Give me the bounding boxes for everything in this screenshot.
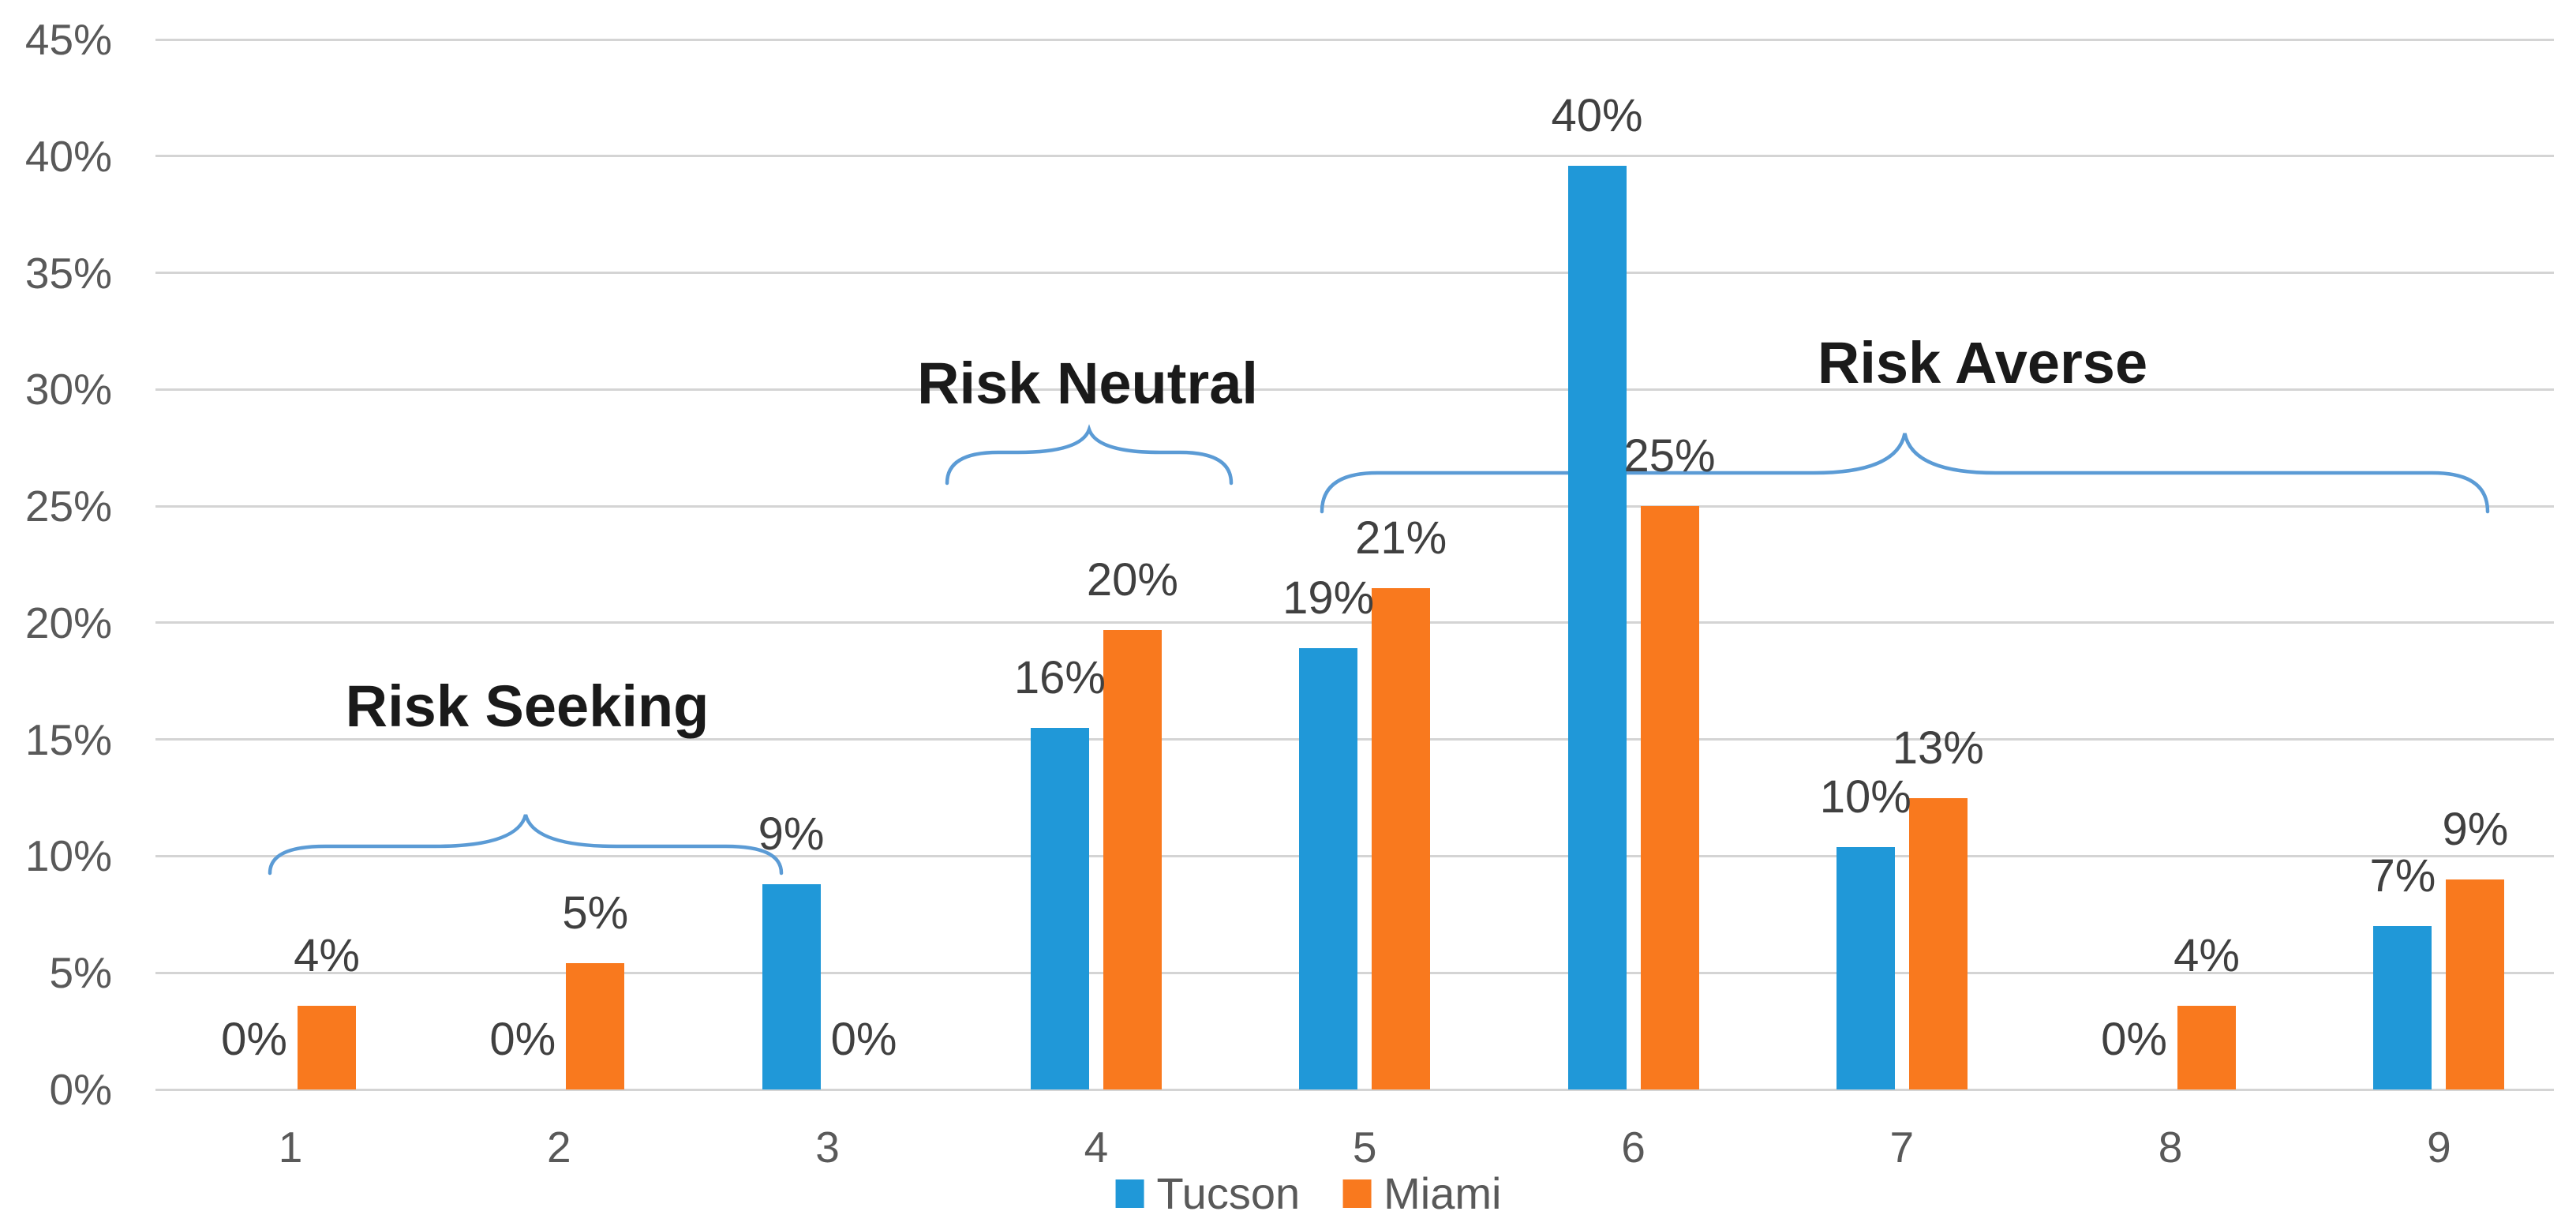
annotation-text: Risk Seeking <box>345 673 710 739</box>
gridline <box>155 272 2554 275</box>
data-label: 25% <box>1623 430 1716 482</box>
gridline <box>155 38 2554 41</box>
y-axis-tick-label: 45% <box>24 15 112 64</box>
gridline <box>155 1088 2554 1091</box>
bar-miami <box>1908 797 1968 1089</box>
y-axis-tick-label: 10% <box>24 831 112 881</box>
data-label: 40% <box>1551 89 1643 141</box>
bar-miami <box>2177 1005 2237 1089</box>
data-label: 4% <box>2174 929 2240 981</box>
x-axis-tick-label: 4 <box>1084 1123 1109 1172</box>
bar-tucson <box>1836 846 1895 1089</box>
y-axis-tick-label: 20% <box>24 598 112 647</box>
data-label: 0% <box>2101 1014 2167 1065</box>
legend-item-tucson: Tucson <box>1115 1168 1301 1218</box>
legend-label: Tucson <box>1156 1168 1301 1218</box>
bar-tucson <box>1299 648 1358 1089</box>
curly-brace <box>945 424 1234 486</box>
y-axis-tick-label: 0% <box>49 1065 113 1114</box>
y-axis-tick-label: 40% <box>24 131 112 181</box>
gridline <box>155 504 2554 508</box>
y-axis-tick-label: 15% <box>24 714 112 764</box>
x-axis-tick-label: 1 <box>278 1123 303 1172</box>
curly-brace <box>268 814 784 876</box>
data-label: 4% <box>294 929 360 981</box>
data-label: 13% <box>1892 722 1984 774</box>
x-axis-tick-label: 3 <box>815 1123 840 1172</box>
annotation-text: Risk Neutral <box>917 351 1258 416</box>
legend-swatch-tucson <box>1115 1179 1144 1208</box>
bar-miami <box>1103 629 1162 1089</box>
data-label: 0% <box>221 1014 287 1065</box>
data-label: 20% <box>1086 553 1178 606</box>
data-label: 9% <box>758 808 825 860</box>
data-label: 0% <box>489 1014 556 1065</box>
legend-item-miami: Miami <box>1342 1172 1501 1216</box>
chart-legend: Tucson Miami <box>1095 1172 1523 1216</box>
data-label: 5% <box>562 887 629 939</box>
bar-miami <box>566 963 625 1089</box>
data-label: 7% <box>2369 850 2436 902</box>
bar-tucson <box>1030 727 1089 1089</box>
legend-label: Miami <box>1383 1168 1502 1218</box>
data-label: 10% <box>1819 771 1911 823</box>
gridline <box>155 388 2554 391</box>
x-axis-tick-label: 7 <box>1889 1123 1915 1172</box>
bar-miami <box>2446 879 2505 1089</box>
gridline <box>155 621 2554 624</box>
y-axis-tick-label: 25% <box>24 482 112 531</box>
y-axis-tick-label: 35% <box>24 248 112 298</box>
y-axis-tick-label: 5% <box>49 948 113 998</box>
x-axis-tick-label: 5 <box>1352 1123 1377 1172</box>
x-axis-tick-label: 8 <box>2158 1123 2183 1172</box>
data-label: 19% <box>1282 572 1375 624</box>
bar-miami <box>1640 506 1699 1089</box>
legend-swatch-miami <box>1342 1179 1372 1208</box>
annotation-text: Risk Averse <box>1817 330 2148 396</box>
x-axis-tick-label: 6 <box>1621 1123 1646 1172</box>
bar-miami <box>1372 587 1431 1089</box>
x-axis-tick-label: 9 <box>2427 1123 2451 1172</box>
gridline <box>155 155 2554 158</box>
bar-tucson <box>762 883 821 1089</box>
data-label: 21% <box>1355 512 1447 564</box>
data-label: 9% <box>2442 804 2509 855</box>
y-axis-tick-label: 30% <box>24 365 112 414</box>
bar-tucson <box>2373 926 2432 1089</box>
data-label: 16% <box>1013 651 1106 703</box>
data-label: 0% <box>830 1014 897 1065</box>
bar-tucson <box>1567 165 1627 1089</box>
curly-brace <box>1320 433 2490 514</box>
bar-miami <box>298 1005 356 1089</box>
x-axis-tick-label: 2 <box>547 1123 571 1172</box>
